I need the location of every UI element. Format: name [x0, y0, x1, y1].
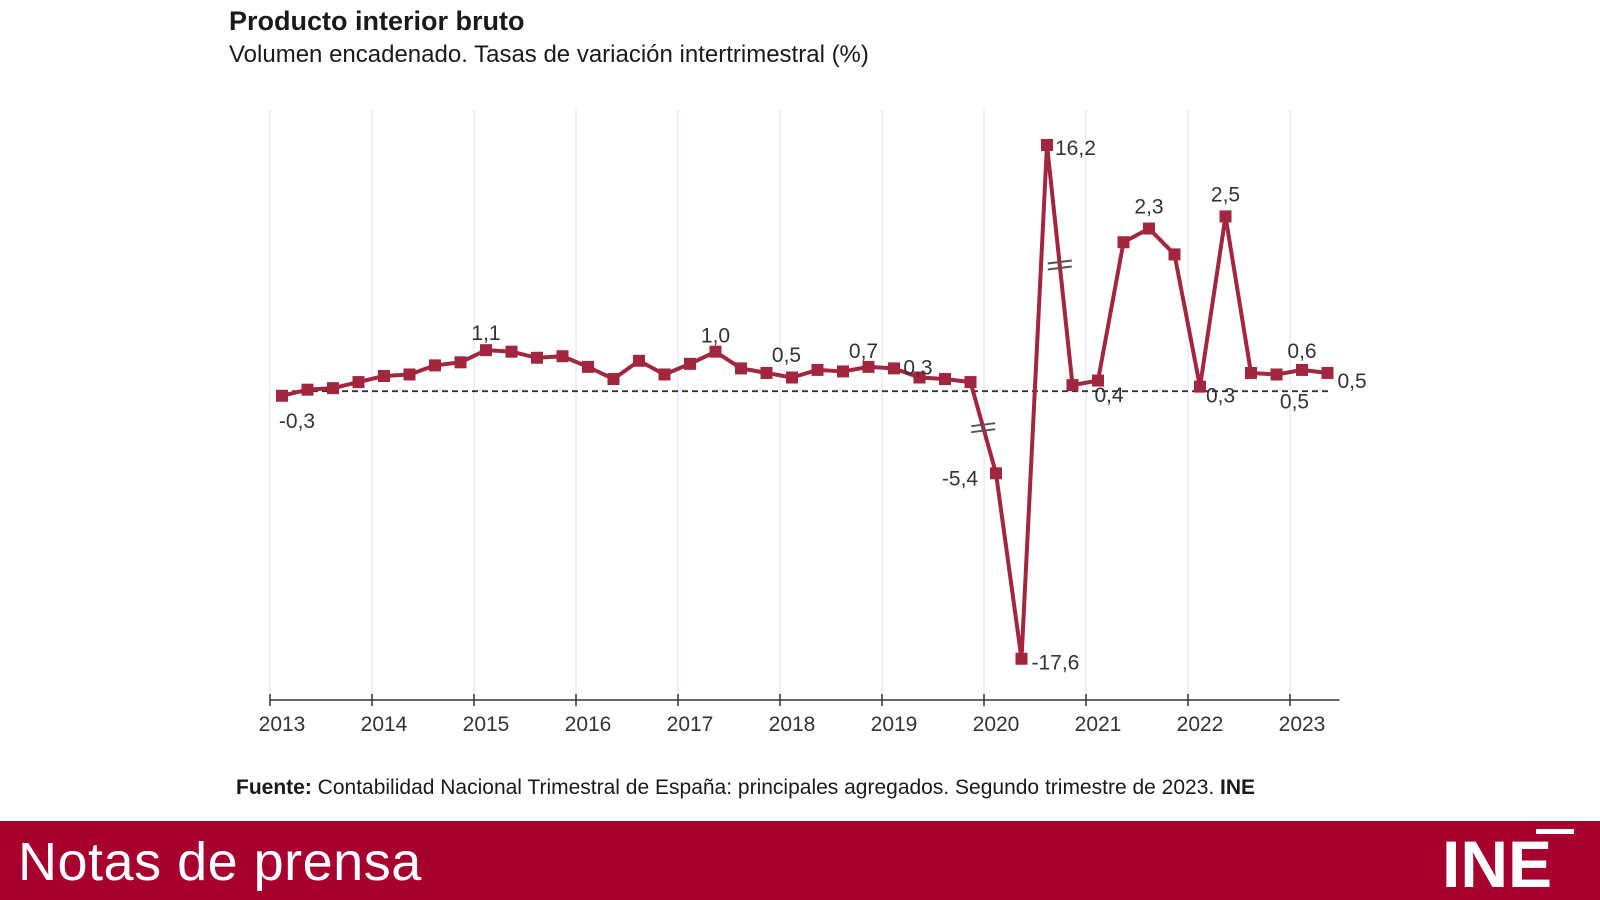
data-label-2017T2: 1,0 [701, 325, 730, 348]
data-point-2017T3 [735, 362, 747, 375]
data-point-2015T3 [531, 351, 543, 364]
data-point-2016T4 [658, 368, 671, 381]
x-tick-label-2015: 2015 [463, 713, 510, 736]
source-text: Contabilidad Nacional Trimestral de Espa… [317, 776, 1215, 799]
chart-subtitle: Volumen encadenado. Tasas de variación i… [229, 41, 869, 68]
footer-bar: Notas de prensa INE [0, 821, 1600, 900]
data-label-2020T2: -17,6 [1032, 652, 1080, 675]
data-point-2013T2 [301, 383, 314, 396]
data-label-2017T4: 0,5 [772, 344, 801, 367]
data-point-2022T1 [1194, 380, 1206, 393]
x-tick-label-2016: 2016 [565, 713, 612, 736]
axis-break-marker [1047, 259, 1072, 271]
data-label-2020T4: 0,4 [1095, 384, 1125, 407]
data-label-2020T3: 16,2 [1055, 137, 1096, 160]
data-point-2018T1 [786, 371, 798, 384]
x-tick-label-2022: 2022 [1177, 713, 1224, 736]
data-point-2019T3 [939, 373, 951, 386]
x-tick-label-2021: 2021 [1075, 713, 1122, 736]
data-label-2019T1: 0,3 [903, 356, 932, 379]
footer-title: Notas de prensa [18, 832, 422, 892]
x-tick-label-2014: 2014 [361, 713, 408, 736]
data-point-2020T4 [1066, 379, 1079, 392]
data-label-2021T3: 2,3 [1134, 196, 1163, 219]
chart-title: Producto interior bruto [229, 6, 525, 36]
source-org: INE [1220, 776, 1256, 799]
data-point-2018T3 [837, 365, 849, 378]
data-point-2022T4 [1270, 368, 1283, 381]
data-label-2022T2: 2,5 [1211, 183, 1240, 206]
data-label-2018T4: 0,7 [849, 340, 878, 363]
data-point-2016T2 [607, 373, 620, 386]
data-point-2021T3 [1143, 222, 1155, 235]
ine-logo-text: INE [1442, 827, 1552, 897]
data-point-2015T1 [480, 344, 492, 357]
data-label-2013T1: -0,3 [279, 410, 315, 433]
data-point-2022T3 [1245, 366, 1257, 379]
data-point-2018T2 [811, 363, 824, 376]
data-point-2019T2 [913, 371, 926, 384]
data-point-2020T2 [1015, 652, 1028, 665]
data-point-2019T4 [964, 376, 977, 389]
x-tick-label-2013: 2013 [259, 713, 306, 736]
data-point-2013T4 [352, 376, 365, 389]
data-point-2017T4 [760, 366, 773, 379]
data-point-2016T1 [582, 360, 594, 373]
ine-logo: INE [1442, 825, 1582, 897]
data-point-2014T1 [378, 370, 390, 382]
data-label-2015T1: 1,1 [471, 322, 500, 345]
x-tick-label-2020: 2020 [973, 713, 1020, 736]
x-tick-label-2018: 2018 [769, 713, 816, 736]
source-label: Fuente: [236, 776, 312, 799]
x-tick-label-2019: 2019 [871, 713, 918, 736]
data-point-2014T2 [403, 368, 416, 381]
data-point-2021T2 [1117, 236, 1130, 249]
data-point-2021T1 [1092, 374, 1104, 387]
data-point-2020T1 [990, 467, 1002, 480]
data-point-2015T4 [556, 350, 569, 363]
data-point-2013T3 [327, 382, 339, 395]
data-label-2023T1: 0,6 [1287, 340, 1316, 363]
data-point-2023T2 [1321, 366, 1334, 379]
gdp-line-chart: 2013 2014 2015 2016 2017 2018 2019 2020 2021 2022… [259, 110, 1367, 736]
data-point-2016T3 [633, 354, 645, 367]
data-point-2020T3 [1041, 138, 1053, 151]
series-line [281, 142, 1328, 661]
data-point-2014T4 [454, 356, 467, 369]
x-tick-label-2017: 2017 [667, 713, 714, 736]
data-point-2023T1 [1296, 363, 1308, 376]
data-point-2017T2 [709, 345, 722, 358]
data-point-2019T1 [888, 362, 900, 375]
data-point-2017T1 [684, 357, 696, 370]
data-label-2023T2: 0,5 [1338, 370, 1367, 393]
data-point-2022T2 [1219, 210, 1232, 223]
data-point-2013T1 [276, 389, 288, 402]
x-tick-label-2023: 2023 [1279, 713, 1326, 736]
data-point-2021T4 [1168, 248, 1181, 261]
data-point-2015T2 [505, 345, 518, 358]
data-label-2022T1: 0,3 [1206, 385, 1235, 408]
data-point-2018T4 [862, 360, 875, 373]
data-label-2020T1: -5,4 [942, 467, 979, 490]
data-point-2014T3 [429, 359, 441, 372]
axis-break-marker [971, 422, 996, 434]
source-note: Fuente: Contabilidad Nacional Trimestral… [236, 776, 1255, 800]
data-label-2022T4: 0,5 [1280, 390, 1309, 413]
